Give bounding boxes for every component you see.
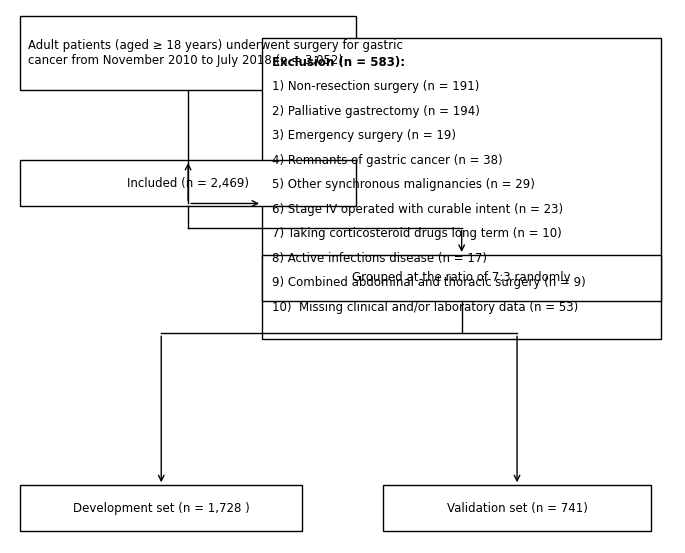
Text: 4) Remnants of gastric cancer (n = 38): 4) Remnants of gastric cancer (n = 38) bbox=[272, 154, 503, 167]
Text: Included (n = 2,469): Included (n = 2,469) bbox=[127, 176, 249, 190]
Bar bbox=[21, 485, 302, 531]
Bar bbox=[21, 160, 356, 206]
Bar bbox=[262, 38, 661, 339]
Bar bbox=[262, 255, 661, 301]
Text: 5) Other synchronous malignancies (n = 29): 5) Other synchronous malignancies (n = 2… bbox=[272, 178, 535, 191]
Text: 7) Taking corticosteroid drugs long term (n = 10): 7) Taking corticosteroid drugs long term… bbox=[272, 227, 562, 240]
Text: 1) Non-resection surgery (n = 191): 1) Non-resection surgery (n = 191) bbox=[272, 80, 479, 93]
Text: Adult patients (aged ≥ 18 years) underwent surgery for gastric
cancer from Novem: Adult patients (aged ≥ 18 years) underwe… bbox=[28, 39, 403, 67]
Text: Validation set (n = 741): Validation set (n = 741) bbox=[447, 502, 588, 515]
Text: 10)  Missing clinical and/or laboratory data (n = 53): 10) Missing clinical and/or laboratory d… bbox=[272, 301, 578, 314]
Text: 3) Emergency surgery (n = 19): 3) Emergency surgery (n = 19) bbox=[272, 129, 456, 142]
Text: 6) Stage IV operated with curable intent (n = 23): 6) Stage IV operated with curable intent… bbox=[272, 203, 563, 216]
Text: 8) Active infections disease (n = 17): 8) Active infections disease (n = 17) bbox=[272, 252, 487, 265]
Text: Exclusion (n = 583):: Exclusion (n = 583): bbox=[272, 56, 405, 69]
Text: Development set (n = 1,728 ): Development set (n = 1,728 ) bbox=[73, 502, 249, 515]
Bar bbox=[21, 17, 356, 90]
Text: 2) Palliative gastrectomy (n = 194): 2) Palliative gastrectomy (n = 194) bbox=[272, 105, 480, 118]
Text: 9) Combined abdominal and thoracic surgery (n = 9): 9) Combined abdominal and thoracic surge… bbox=[272, 276, 586, 289]
Text: Grouped at the ratio of 7:3 randomly: Grouped at the ratio of 7:3 randomly bbox=[352, 272, 571, 284]
Bar bbox=[383, 485, 651, 531]
